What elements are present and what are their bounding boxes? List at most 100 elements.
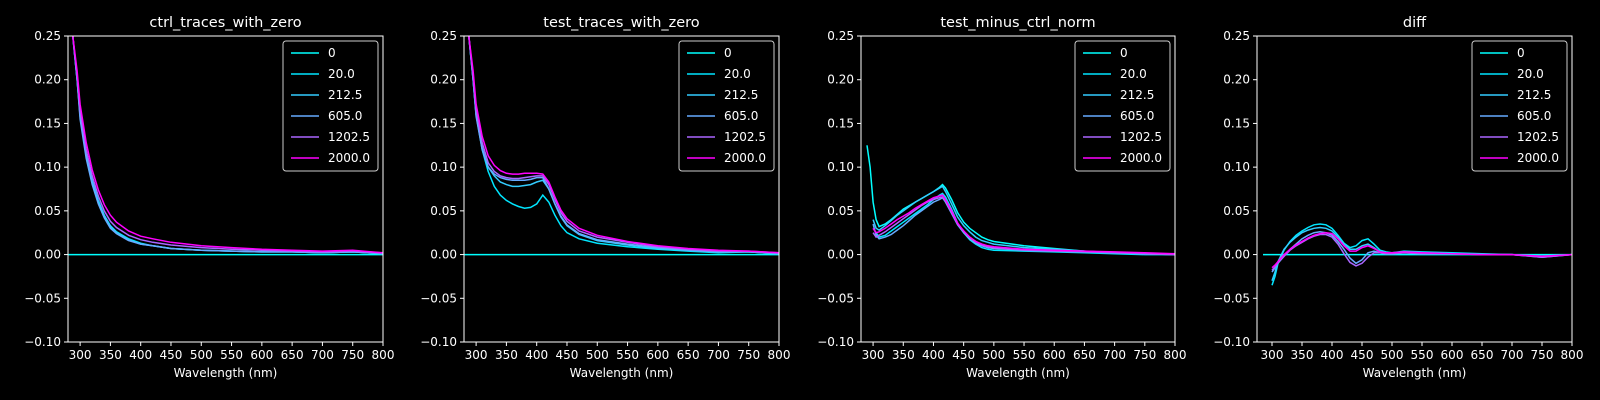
y-tick-label: 0.25 [34, 29, 61, 43]
chart-title: diff [1403, 15, 1427, 31]
legend-label: 1202.5 [724, 130, 766, 144]
legend-label: 20.0 [328, 67, 355, 81]
x-axis-label: Wavelength (nm) [1363, 366, 1467, 380]
legend-label: 0 [328, 46, 336, 60]
y-tick-label: −0.10 [817, 335, 854, 349]
legend: 0 20.0 212.5 605.0 1202.5 2000.0 [282, 40, 379, 172]
axes-frame [463, 35, 780, 343]
x-tick-label: 650 [1073, 348, 1096, 362]
y-tick-label: −0.10 [24, 335, 61, 349]
x-tick-label: 700 [1501, 348, 1524, 362]
x-tick-label: 700 [311, 348, 334, 362]
x-tick-label: 400 [922, 348, 945, 362]
legend-label: 212.5 [328, 88, 362, 102]
series-line-20.0 [1271, 223, 1572, 286]
legend: 0 20.0 212.5 605.0 1202.5 2000.0 [678, 40, 775, 172]
axes-frame [67, 35, 384, 343]
y-tick-label: −0.05 [1213, 291, 1250, 305]
x-tick-label: 500 [190, 348, 213, 362]
y-tick-label: 0.10 [827, 160, 854, 174]
series-group [464, 36, 779, 256]
x-tick-label: 300 [862, 348, 885, 362]
y-tick-label: 0.10 [1223, 160, 1250, 174]
x-axis-label: Wavelength (nm) [570, 366, 674, 380]
legend-label: 212.5 [724, 88, 758, 102]
legend-label: 212.5 [1120, 88, 1154, 102]
y-tick-label: 0.10 [430, 160, 457, 174]
series-line-0 [866, 145, 1175, 256]
legend-label: 2000.0 [1517, 151, 1559, 165]
chart-title: ctrl_traces_with_zero [149, 15, 301, 31]
y-tick-label: −0.05 [817, 291, 854, 305]
legend-label: 20.0 [724, 67, 751, 81]
series-line-2000.0 [72, 36, 383, 254]
legend-label: 0 [1120, 46, 1128, 60]
x-tick-label: 550 [1411, 348, 1434, 362]
x-tick-label: 600 [250, 348, 273, 362]
series-line-212.5 [872, 185, 1175, 256]
y-tick-label: −0.05 [24, 291, 61, 305]
y-tick-label: 0.05 [430, 204, 457, 218]
legend-label: 1202.5 [328, 130, 370, 144]
series-line-2000.0 [1271, 231, 1572, 269]
x-tick-label: 400 [1321, 348, 1344, 362]
x-tick-label: 450 [556, 348, 579, 362]
y-tick-label: 0.25 [827, 29, 854, 43]
x-tick-label: 800 [1164, 348, 1187, 362]
y-tick-label: 0.25 [1223, 29, 1250, 43]
y-tick-label: −0.10 [420, 335, 457, 349]
series-line-1202.5 [72, 36, 383, 254]
x-tick-label: 350 [495, 348, 518, 362]
legend-label: 605.0 [1517, 109, 1551, 123]
series-line-1202.5 [468, 36, 779, 254]
series-line-2000.0 [468, 36, 779, 254]
x-tick-label: 300 [465, 348, 488, 362]
x-tick-label: 350 [1291, 348, 1314, 362]
legend-label: 2000.0 [328, 151, 370, 165]
series-group [1263, 223, 1572, 286]
x-tick-label: 400 [129, 348, 152, 362]
axes-frame [860, 35, 1176, 343]
y-tick-label: 0.00 [34, 248, 61, 262]
x-tick-label: 650 [281, 348, 304, 362]
series-line-605.0 [72, 36, 383, 255]
y-tick-label: 0.05 [1223, 204, 1250, 218]
x-tick-label: 350 [99, 348, 122, 362]
chart-panel-1: 300 350 400 450 500 550 600 650 700 750 800 −0.10 −0… [24, 15, 394, 380]
x-tick-label: 350 [892, 348, 915, 362]
legend-label: 212.5 [1517, 88, 1551, 102]
x-tick-label: 600 [1043, 348, 1066, 362]
legend-label: 2000.0 [724, 151, 766, 165]
y-tick-label: 0.00 [430, 248, 457, 262]
legend-label: 20.0 [1120, 67, 1147, 81]
legend: 0 20.0 212.5 605.0 1202.5 2000.0 [1074, 40, 1171, 172]
chart-panel-3: 300 350 400 450 500 550 600 650 700 750 800 −0.10 −0… [817, 15, 1186, 380]
series-group [68, 36, 383, 256]
x-axis-label: Wavelength (nm) [174, 366, 278, 380]
x-tick-label: 500 [982, 348, 1005, 362]
x-tick-label: 500 [1381, 348, 1404, 362]
legend-label: 2000.0 [1120, 151, 1162, 165]
x-tick-label: 450 [160, 348, 183, 362]
x-tick-label: 450 [952, 348, 975, 362]
series-line-20.0 [468, 36, 779, 255]
series-line-20.0 [872, 192, 1175, 256]
legend-label: 605.0 [1120, 109, 1154, 123]
series-line-605.0 [468, 36, 779, 255]
legend-label: 20.0 [1517, 67, 1544, 81]
chart-panel-2: 300 350 400 450 500 550 600 650 700 750 800 −0.10 −0… [420, 15, 790, 380]
legend-label: 0 [724, 46, 732, 60]
y-tick-label: −0.05 [420, 291, 457, 305]
y-tick-label: 0.00 [827, 248, 854, 262]
y-tick-label: 0.10 [34, 160, 61, 174]
x-axis-label: Wavelength (nm) [966, 366, 1070, 380]
y-tick-label: 0.15 [430, 116, 457, 130]
x-tick-label: 450 [1351, 348, 1374, 362]
y-tick-label: −0.10 [1213, 335, 1250, 349]
x-tick-label: 800 [372, 348, 395, 362]
legend-label: 605.0 [328, 109, 362, 123]
legend-label: 0 [1517, 46, 1525, 60]
x-tick-label: 600 [1441, 348, 1464, 362]
y-tick-label: 0.20 [827, 73, 854, 87]
